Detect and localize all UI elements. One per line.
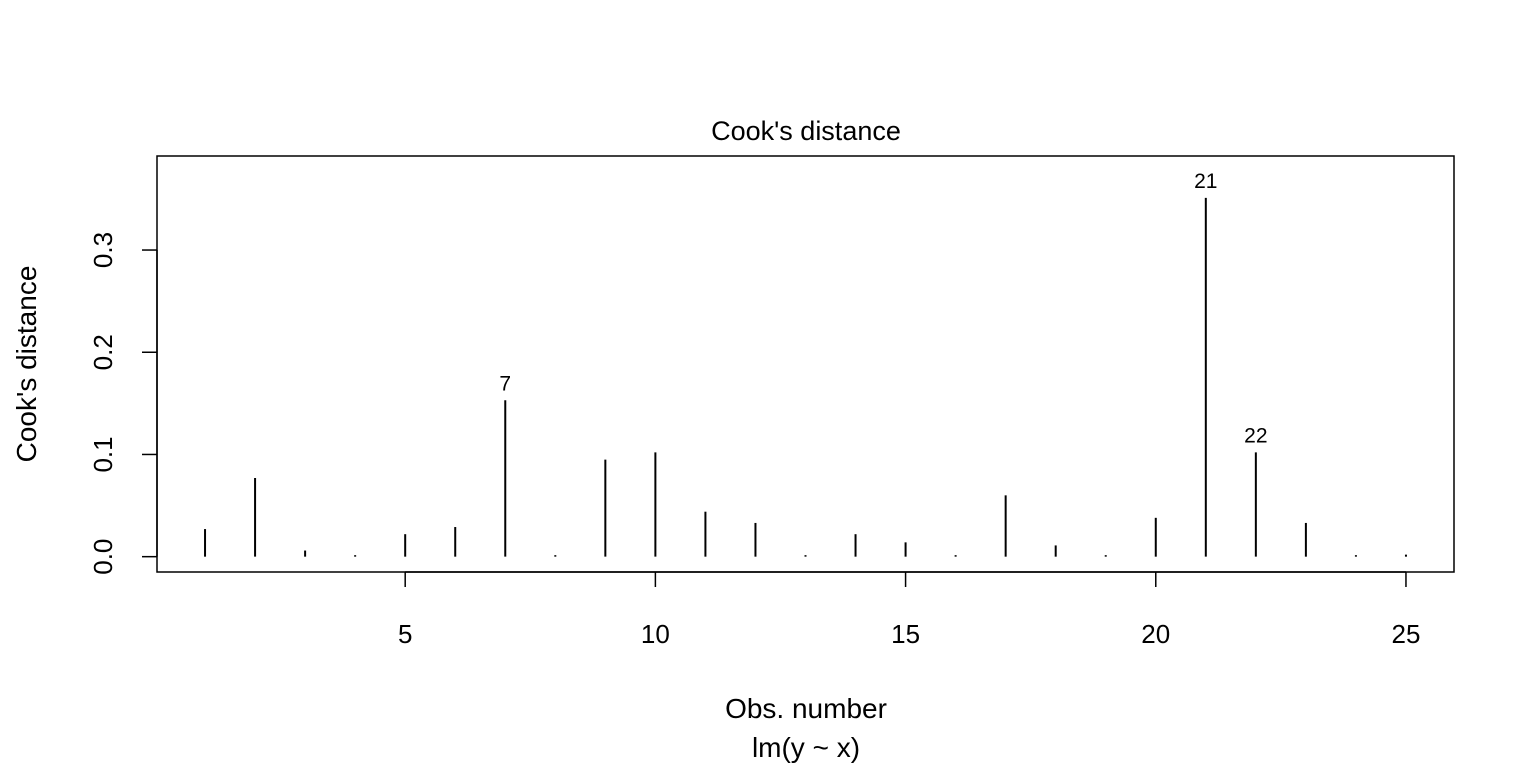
x-axis: 5 10 15 20 25 [398,571,1421,649]
point-label: 21 [1194,170,1217,193]
point-label: 22 [1244,424,1267,447]
y-tick-label: 0.3 [88,232,118,268]
data-spikes [204,197,1407,557]
x-tick-label: 25 [1392,619,1421,649]
y-tick-label: 0.1 [88,436,118,472]
x-tick-label: 10 [641,619,670,649]
x-tick-label: 20 [1141,619,1170,649]
x-tick-label: 15 [891,619,920,649]
y-tick-label: 0.0 [88,539,118,575]
point-label: 7 [499,372,511,395]
x-tick-label: 5 [398,619,412,649]
y-axis: 0.0 0.1 0.2 0.3 [88,232,158,575]
point-labels: 7 21 22 [499,170,1267,448]
y-tick-label: 0.2 [88,334,118,370]
x-axis-title: Obs. number [725,693,887,724]
y-axis-title: Cook's distance [11,266,42,463]
chart-subtitle: lm(y ~ x) [752,732,860,763]
chart-title: Cook's distance [711,116,901,146]
plot-frame [156,155,1455,573]
